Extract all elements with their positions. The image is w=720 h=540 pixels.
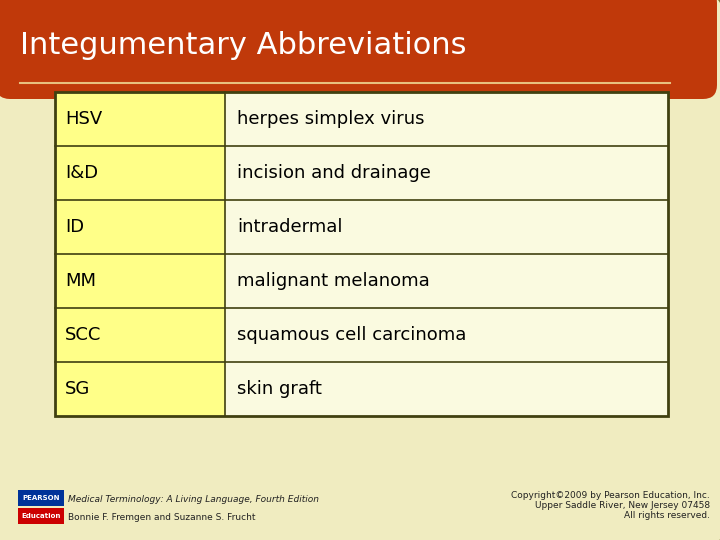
Text: All rights reserved.: All rights reserved. (624, 511, 710, 521)
Text: Education: Education (22, 513, 60, 519)
Text: SCC: SCC (65, 326, 102, 344)
Bar (18, 508, 64, 524)
Bar (225, 92, 668, 146)
FancyBboxPatch shape (0, 0, 717, 99)
Bar (18, 490, 64, 506)
Bar (225, 200, 668, 254)
Bar (55, 362, 225, 416)
Text: Integumentary Abbreviations: Integumentary Abbreviations (20, 30, 467, 59)
Text: squamous cell carcinoma: squamous cell carcinoma (237, 326, 467, 344)
Bar (10, 55, 703, 85)
Bar (55, 254, 225, 308)
Text: malignant melanoma: malignant melanoma (237, 272, 430, 290)
Text: Copyright©2009 by Pearson Education, Inc.: Copyright©2009 by Pearson Education, Inc… (511, 491, 710, 501)
Text: incision and drainage: incision and drainage (237, 164, 431, 182)
Text: HSV: HSV (65, 110, 102, 128)
Bar (225, 362, 668, 416)
Text: herpes simplex virus: herpes simplex virus (237, 110, 425, 128)
Text: Bonnie F. Fremgen and Suzanne S. Frucht: Bonnie F. Fremgen and Suzanne S. Frucht (68, 514, 256, 523)
Text: MM: MM (65, 272, 96, 290)
Text: SG: SG (65, 380, 90, 398)
Text: Medical Terminology: A Living Language, Fourth Edition: Medical Terminology: A Living Language, … (68, 496, 319, 504)
Bar (55, 308, 225, 362)
FancyBboxPatch shape (10, 2, 700, 80)
Bar (55, 92, 668, 416)
Text: PEARSON: PEARSON (22, 495, 60, 501)
Bar (55, 146, 225, 200)
Bar (55, 92, 225, 146)
Bar (225, 308, 668, 362)
Text: intradermal: intradermal (237, 218, 343, 236)
Text: skin graft: skin graft (237, 380, 322, 398)
Text: I&D: I&D (65, 164, 98, 182)
Bar (225, 254, 668, 308)
Bar (55, 200, 225, 254)
Text: ID: ID (65, 218, 84, 236)
Bar (225, 146, 668, 200)
Text: Upper Saddle River, New Jersey 07458: Upper Saddle River, New Jersey 07458 (535, 502, 710, 510)
